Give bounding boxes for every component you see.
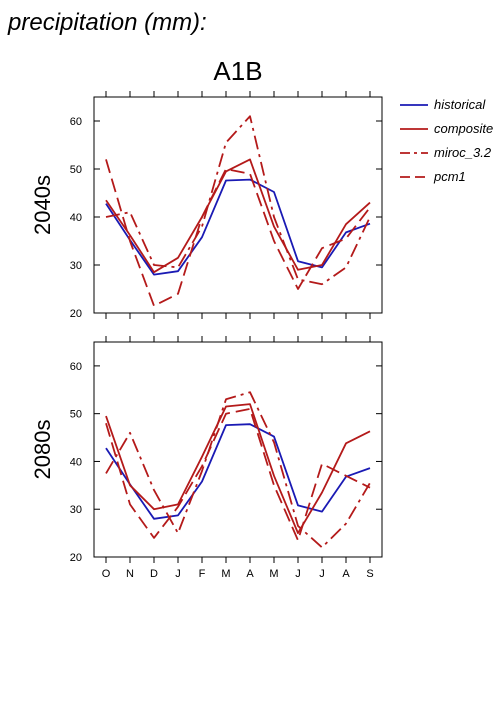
x-tick-label: A <box>246 568 254 580</box>
y-tick-label: 50 <box>70 409 82 421</box>
x-tick-label: J <box>319 568 325 580</box>
legend-label: composite <box>434 121 493 136</box>
x-tick-label: J <box>295 568 301 580</box>
x-tick-label: N <box>126 568 134 580</box>
series-line-pcm1 <box>105 159 371 307</box>
x-tick-label: M <box>221 568 230 580</box>
legend-item: historical <box>400 97 486 112</box>
scenario-title: A1B <box>213 56 262 86</box>
legend-label: pcm1 <box>433 169 466 184</box>
series-line-pcm1 <box>105 407 371 542</box>
y-tick-label: 40 <box>70 456 82 468</box>
legend-item: pcm1 <box>400 169 466 184</box>
plot-frame <box>93 341 383 558</box>
chart-panel-2040s: 20 30 40 50 60 2040s <box>30 91 383 320</box>
plot-frame <box>93 96 383 314</box>
y-tick-label: 50 <box>70 164 82 176</box>
legend-label: historical <box>434 97 486 112</box>
chart-panel-2080s: 20 30 40 50 60 O N D J F M A M J J A S 2080s <box>30 336 383 580</box>
series-line-miroc-3-2 <box>105 391 371 549</box>
y-tick-label: 60 <box>70 361 82 373</box>
x-tick-label: D <box>150 568 158 580</box>
series-line-composite <box>105 158 371 274</box>
x-tick-label: S <box>366 568 373 580</box>
chart-panels: 20 30 40 50 60 2040s 20 30 40 50 60 O N D J F M A M J J A S 208… <box>30 91 383 580</box>
y-tick-label: 40 <box>70 212 82 224</box>
y-tick-label: 60 <box>70 116 82 128</box>
legend-label: miroc_3.2 <box>434 145 492 160</box>
x-tick-label: J <box>175 568 181 580</box>
series-line-composite <box>105 403 371 534</box>
x-tick-label: O <box>102 568 111 580</box>
y-tick-label: 20 <box>70 308 82 320</box>
legend-item: composite <box>400 121 493 136</box>
chart-legend: historical composite miroc_3.2 pcm1 <box>400 97 493 184</box>
x-tick-label: F <box>199 568 206 580</box>
y-tick-label: 30 <box>70 504 82 516</box>
row-label-2040s: 2040s <box>30 175 55 235</box>
legend-item: miroc_3.2 <box>400 145 492 160</box>
series-line-historical <box>105 178 371 276</box>
x-tick-label: A <box>342 568 350 580</box>
y-tick-label: 30 <box>70 260 82 272</box>
y-tick-label: 20 <box>70 552 82 564</box>
row-label-2080s: 2080s <box>30 420 55 480</box>
page-title: precipitation (mm): <box>7 9 207 36</box>
series-line-historical <box>105 423 371 520</box>
x-tick-label: M <box>269 568 278 580</box>
